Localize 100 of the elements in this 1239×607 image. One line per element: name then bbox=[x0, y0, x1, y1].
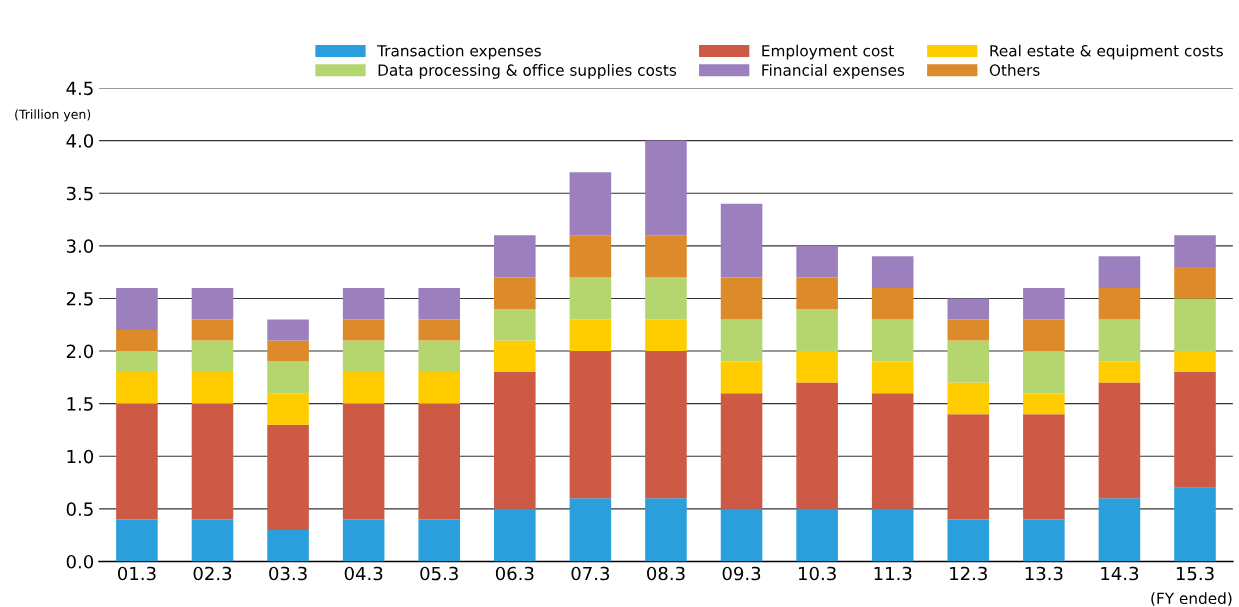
x-tick-label: 10.3 bbox=[799, 566, 836, 581]
bar bbox=[191, 519, 234, 562]
bar bbox=[342, 340, 385, 373]
bar bbox=[494, 235, 536, 278]
bar bbox=[494, 372, 536, 509]
bar bbox=[645, 319, 687, 352]
bar bbox=[116, 351, 158, 373]
y-tick-label: 1.5 bbox=[67, 397, 93, 411]
y-axis-title: (Trillion yen) bbox=[15, 109, 91, 122]
bar bbox=[645, 277, 687, 320]
y-tick-label: 3.0 bbox=[66, 239, 94, 253]
bar bbox=[947, 319, 990, 341]
bar bbox=[871, 508, 914, 562]
bar bbox=[116, 519, 158, 562]
bar bbox=[342, 519, 385, 562]
bar bbox=[494, 308, 536, 341]
x-tick-label: 07.3 bbox=[571, 566, 610, 581]
bar bbox=[645, 351, 687, 499]
x-tick-label: 11.3 bbox=[874, 566, 912, 581]
bar bbox=[418, 319, 461, 341]
bar bbox=[720, 319, 763, 362]
bar bbox=[191, 340, 234, 373]
bar bbox=[1174, 487, 1216, 562]
bar bbox=[720, 393, 763, 509]
bar bbox=[494, 277, 536, 309]
bar bbox=[645, 140, 687, 236]
bar bbox=[796, 308, 838, 352]
x-tick-label: 15.3 bbox=[1176, 566, 1214, 581]
legend-label: Real estate & equipment costs bbox=[990, 44, 1223, 60]
x-tick-label: 04.3 bbox=[344, 566, 383, 581]
bar bbox=[871, 287, 914, 320]
bar bbox=[1174, 266, 1216, 299]
x-tick-label: 05.3 bbox=[420, 566, 458, 581]
bar bbox=[1023, 393, 1065, 415]
x-tick-label: 13.3 bbox=[1025, 566, 1063, 581]
bar bbox=[1174, 351, 1216, 373]
bar bbox=[1023, 519, 1065, 562]
bar bbox=[1023, 287, 1065, 320]
bar bbox=[871, 393, 914, 509]
bar bbox=[1098, 256, 1141, 288]
bar bbox=[569, 319, 612, 352]
legend-label: Others bbox=[989, 64, 1040, 76]
x-tick-label: 03.3 bbox=[269, 566, 307, 581]
bar bbox=[947, 382, 990, 415]
bar bbox=[569, 498, 612, 562]
bar bbox=[1174, 372, 1216, 488]
bar bbox=[1174, 298, 1216, 352]
bar bbox=[494, 340, 536, 373]
y-tick-label: 2.5 bbox=[66, 291, 93, 306]
bar bbox=[191, 372, 234, 404]
bar bbox=[796, 245, 838, 278]
bar bbox=[947, 414, 990, 520]
bar bbox=[1098, 361, 1141, 383]
bar bbox=[267, 340, 309, 362]
bar bbox=[267, 393, 309, 425]
bar bbox=[116, 287, 158, 331]
text: (FY ended) bbox=[1151, 592, 1232, 606]
x-tick-label: 09.3 bbox=[722, 566, 761, 581]
y-tick-label: 0.0 bbox=[66, 554, 94, 569]
bar bbox=[418, 340, 461, 373]
bar bbox=[1098, 287, 1141, 320]
bar bbox=[342, 372, 385, 404]
bar bbox=[267, 319, 309, 341]
y-tick-label: 3.5 bbox=[66, 186, 93, 201]
bar bbox=[418, 372, 461, 404]
bar bbox=[418, 287, 461, 320]
bar bbox=[569, 277, 612, 320]
bar bbox=[191, 319, 234, 341]
bar bbox=[645, 235, 687, 278]
y-tick-label: 2.0 bbox=[66, 344, 94, 359]
bar bbox=[947, 340, 990, 383]
bar bbox=[569, 351, 612, 499]
y-tick-label: 0.5 bbox=[66, 502, 93, 516]
bar bbox=[1098, 319, 1141, 362]
bar bbox=[1174, 235, 1216, 267]
x-tick-label: 08.3 bbox=[647, 566, 685, 581]
bar bbox=[645, 498, 687, 562]
x-tick-label: 12.3 bbox=[950, 566, 987, 581]
bar bbox=[116, 403, 158, 520]
legend-label: Employment cost bbox=[762, 44, 894, 60]
x-tick-label: 02.3 bbox=[193, 566, 232, 581]
bar bbox=[494, 508, 536, 562]
bar bbox=[1023, 319, 1065, 352]
bar bbox=[191, 287, 234, 320]
bar bbox=[796, 382, 838, 509]
bar bbox=[947, 298, 990, 320]
bar bbox=[569, 235, 612, 278]
y-tick-label: 1.0 bbox=[67, 449, 94, 464]
bar bbox=[267, 529, 309, 562]
bar bbox=[191, 403, 234, 520]
bar bbox=[1098, 498, 1141, 562]
bar bbox=[116, 372, 158, 404]
bar bbox=[871, 319, 914, 362]
legend-label: Transaction expenses bbox=[377, 44, 541, 60]
bar bbox=[1023, 351, 1065, 394]
bar bbox=[418, 403, 461, 520]
x-tick-label: 01.3 bbox=[118, 566, 156, 581]
bar bbox=[267, 424, 309, 530]
bar bbox=[720, 361, 763, 394]
bar bbox=[796, 351, 838, 383]
